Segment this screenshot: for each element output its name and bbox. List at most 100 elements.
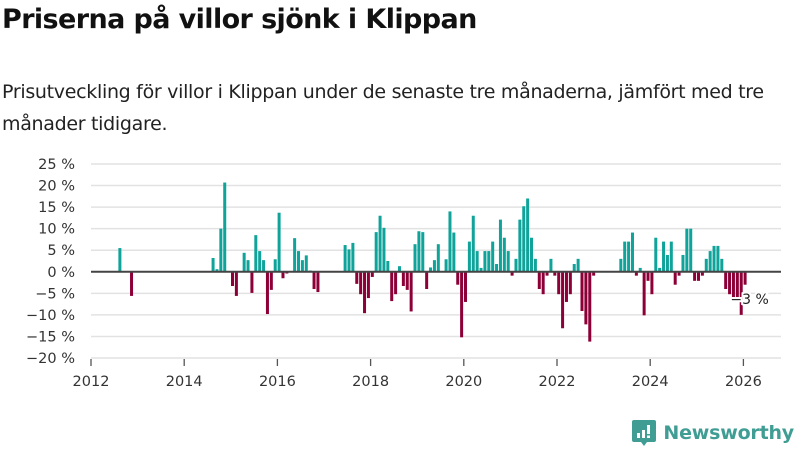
bar-positive: [215, 269, 219, 272]
bar-positive: [242, 252, 246, 272]
bar-negative: [592, 271, 596, 276]
bar-positive: [685, 228, 689, 272]
bar-negative: [390, 271, 394, 302]
bar-negative: [553, 271, 557, 276]
bar-negative: [673, 271, 677, 285]
bar-positive: [708, 251, 712, 272]
bar-positive: [378, 215, 382, 272]
y-tick-label: −15 %: [26, 329, 75, 345]
bar-negative: [231, 271, 234, 287]
bar-positive: [549, 258, 553, 272]
bar-negative: [634, 271, 638, 276]
bar-negative: [677, 271, 681, 276]
bar-negative: [130, 271, 134, 296]
bar-positive: [630, 232, 634, 272]
bar-positive: [530, 237, 534, 272]
bar-positive: [720, 258, 724, 272]
bar-positive: [572, 264, 576, 272]
bar-positive: [273, 259, 277, 272]
bar-negative: [580, 271, 584, 312]
bar-negative: [697, 271, 700, 281]
bar-positive: [471, 215, 475, 272]
bar-negative: [557, 271, 561, 295]
bar-positive: [526, 198, 530, 272]
bar-positive: [444, 259, 448, 272]
bar-positive: [118, 248, 122, 272]
bar-negative: [456, 271, 460, 285]
bar-negative: [693, 271, 697, 281]
x-axis: 2012 2014 2016 2018 2020 2022 2024 2026: [73, 359, 762, 390]
bar-negative: [646, 271, 650, 281]
bar-positive: [665, 254, 669, 272]
bar-positive: [502, 237, 506, 272]
bar-positive: [277, 212, 281, 272]
bar-negative: [425, 271, 429, 290]
bar-positive: [681, 254, 685, 272]
bar-positive: [716, 245, 720, 272]
bar-positive: [514, 258, 518, 272]
bar-negative: [724, 271, 728, 290]
bar-positive: [432, 260, 436, 272]
bar-negative: [537, 271, 541, 290]
bar-positive: [436, 244, 440, 272]
bar-positive: [351, 242, 355, 272]
bar-positive: [297, 251, 301, 272]
y-tick-label: 0 %: [47, 265, 75, 281]
bar-positive: [654, 237, 658, 272]
gridlines: [91, 163, 781, 359]
y-tick-label: −10 %: [26, 308, 75, 324]
bar-positive: [467, 241, 471, 272]
bar-positive: [262, 260, 266, 272]
x-tick-label: 2024: [632, 374, 669, 390]
bar-negative: [743, 271, 747, 285]
newsworthy-logo: Newsworthy: [631, 419, 794, 447]
y-tick-label: 25 %: [38, 157, 75, 173]
bar-positive: [623, 241, 627, 272]
bar-positive: [211, 257, 215, 272]
bar-positive: [662, 241, 666, 272]
x-tick-label: 2022: [539, 374, 576, 390]
bar-positive: [689, 228, 693, 272]
bar-negative: [250, 271, 254, 293]
bar-positive: [491, 241, 495, 272]
bar-negative: [401, 271, 405, 287]
bar-positive: [219, 228, 223, 272]
bar-chart: 25 % 20 % 15 % 10 % 5 % 0 % −5 % −10 % −15 % −20 …: [26, 157, 781, 390]
brand-name: Newsworthy: [663, 422, 794, 444]
bar-negative: [409, 271, 413, 312]
chart-subtitle: Prisutveckling för villor i Klippan unde…: [2, 81, 764, 135]
bar-negative: [700, 271, 704, 276]
bar-positive: [483, 251, 487, 272]
bar-positive: [495, 264, 499, 272]
bar-positive: [413, 244, 417, 272]
bar-negative: [359, 271, 363, 295]
bar-negative: [269, 271, 273, 290]
bar-positive: [223, 182, 227, 272]
bar-positive: [506, 251, 510, 272]
bar-negative: [568, 271, 572, 295]
bar-positive: [704, 258, 708, 272]
bar-negative: [510, 271, 514, 276]
y-tick-label: 15 %: [38, 200, 75, 216]
bar-positive: [300, 260, 304, 272]
bar-positive: [417, 231, 421, 272]
bar-negative: [405, 271, 409, 290]
x-tick-label: 2020: [445, 374, 482, 390]
bar-positive: [658, 267, 662, 272]
bar-negative: [561, 271, 565, 329]
bar-positive: [343, 245, 347, 272]
bar-positive: [304, 255, 308, 272]
bar-positive: [386, 261, 390, 272]
y-tick-label: −5 %: [35, 286, 75, 302]
bar-negative: [650, 271, 654, 295]
bar-positive: [347, 249, 351, 272]
bar-positive: [576, 258, 580, 272]
y-tick-label: 10 %: [38, 222, 75, 238]
bar-positive: [448, 211, 452, 272]
bar-positive: [258, 251, 262, 272]
bar-negative: [281, 271, 285, 279]
bar-positive: [254, 235, 258, 272]
bar-positive: [498, 219, 502, 272]
bar-positive: [533, 258, 537, 272]
bar-negative: [366, 271, 370, 299]
